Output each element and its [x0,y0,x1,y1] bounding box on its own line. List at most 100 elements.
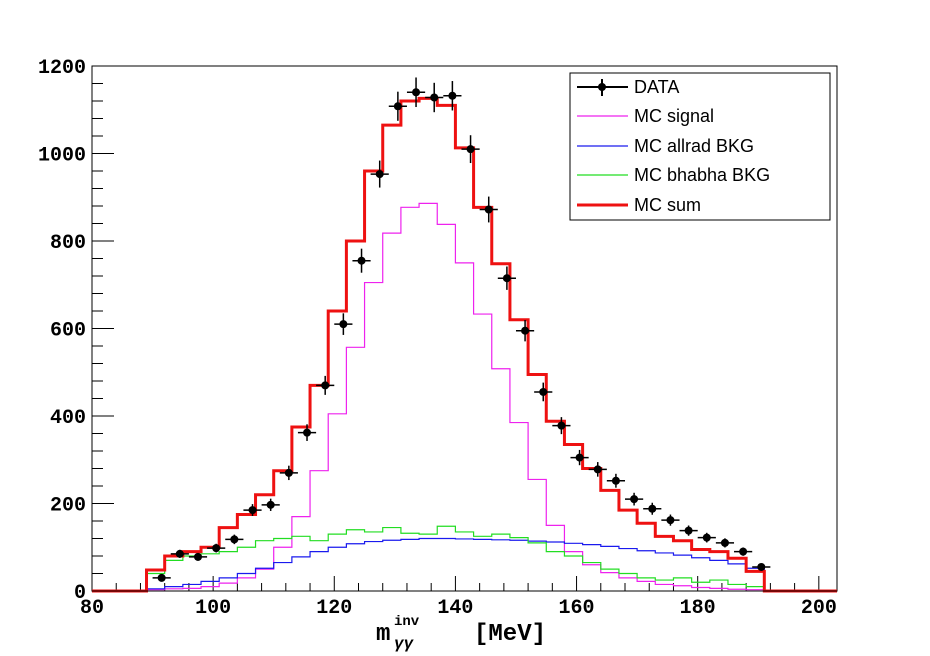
data-point-marker [157,573,166,582]
x-tick-label: 140 [437,597,473,620]
data-point [697,532,716,543]
data-point-marker [303,428,312,437]
x-tick-label: 200 [801,597,837,620]
x-axis-title-unit: [MeV] [474,621,546,648]
data-point [661,514,680,526]
data-point-marker [484,205,493,214]
data-point [715,538,735,548]
y-tick-label: 1200 [38,57,86,80]
y-tick-label: 0 [74,582,86,605]
data-point-marker [611,476,620,485]
data-point [679,525,698,536]
legend-label-mc-bhabha: MC bhabha BKG [634,165,770,185]
data-point-marker [430,93,439,102]
data-point-marker [720,538,729,547]
data-point-marker [248,506,257,515]
data-point [170,549,189,558]
y-tick-label: 400 [50,407,86,430]
series-layer [92,96,837,593]
data-point-marker [466,145,475,154]
data-point-marker [339,320,348,329]
data-point [425,82,444,113]
legend-entry-data: DATA [577,77,679,97]
data-point-marker [502,274,511,283]
series-mc-allrad-bkg [92,537,837,592]
data-point-marker [412,88,421,97]
data-point-marker [648,504,657,513]
series-mc-sum [92,96,837,593]
data-point-marker [684,526,693,535]
legend-entry-mc-sum: MC sum [577,195,701,215]
y-tick-label: 800 [50,232,86,255]
x-axis-title-subscript: γγ [394,635,415,653]
data-point [152,573,171,582]
y-axis: 0 200 400 600 800 1000 1200 [38,57,114,605]
data-point [625,492,644,506]
data-point-marker [521,326,530,335]
data-point [734,547,753,556]
legend-data-marker [598,83,606,91]
y-tick-label: 1000 [38,145,86,168]
data-point [443,81,462,111]
data-point-marker [757,562,766,571]
data-point-marker [539,387,548,396]
x-axis: 80 100 120 140 160 180 200 [80,576,837,620]
data-point-marker [284,468,293,477]
data-point-marker [702,533,711,542]
y-tick-label: 600 [50,320,86,343]
legend-label-mc-signal: MC signal [634,106,714,126]
x-tick-label: 160 [559,597,595,620]
legend-label-mc-sum: MC sum [634,195,701,215]
data-point-marker [357,256,366,265]
data-point [570,449,589,466]
data-point-marker [448,91,457,100]
data-point [497,266,516,290]
legend-entry-mc-allrad: MC allrad BKG [577,136,754,156]
x-tick-label: 180 [680,597,716,620]
data-point [406,77,426,108]
data-point [606,473,626,488]
data-point [515,320,535,342]
legend-label-data: DATA [634,77,679,97]
legend-label-mc-allrad: MC allrad BKG [634,136,754,156]
data-point-marker [739,547,748,556]
legend-entry-mc-signal: MC signal [577,106,714,126]
data-point [752,562,771,571]
data-point [534,382,553,402]
data-point [188,552,208,561]
x-axis-title-main: m [376,621,390,648]
data-point-marker [666,516,675,525]
data-point-marker [230,535,239,544]
data-point [388,91,407,121]
data-point-marker [575,453,584,462]
data-point-marker [321,381,330,390]
legend-entry-mc-bhabha: MC bhabha BKG [577,165,770,185]
data-point [207,543,226,553]
data-point [352,248,371,273]
x-tick-label: 100 [195,597,231,620]
data-point [279,465,298,481]
data-point [461,135,480,164]
data-point [243,504,262,517]
x-axis-title: m inv γγ [MeV] [376,614,546,653]
data-point [479,196,498,223]
data-point-marker [557,421,566,430]
data-point [261,498,280,511]
series-mc-signal [92,202,837,592]
data-point [552,417,571,435]
y-tick-label: 200 [50,495,86,518]
data-point-marker [175,549,184,558]
data-point-marker [593,465,602,474]
x-tick-label: 120 [316,597,352,620]
data-point [225,534,244,545]
data-point [370,160,389,188]
x-axis-title-superscript: inv [394,614,420,630]
series-mc-bhabha-bkg [92,525,837,592]
legend: DATA MC signal MC allrad BKG MC bhabha B… [569,72,831,221]
data-point [297,424,317,441]
data-point [316,375,335,395]
data-point [334,313,353,335]
data-point-marker [375,170,384,179]
data-point-marker [212,544,221,553]
